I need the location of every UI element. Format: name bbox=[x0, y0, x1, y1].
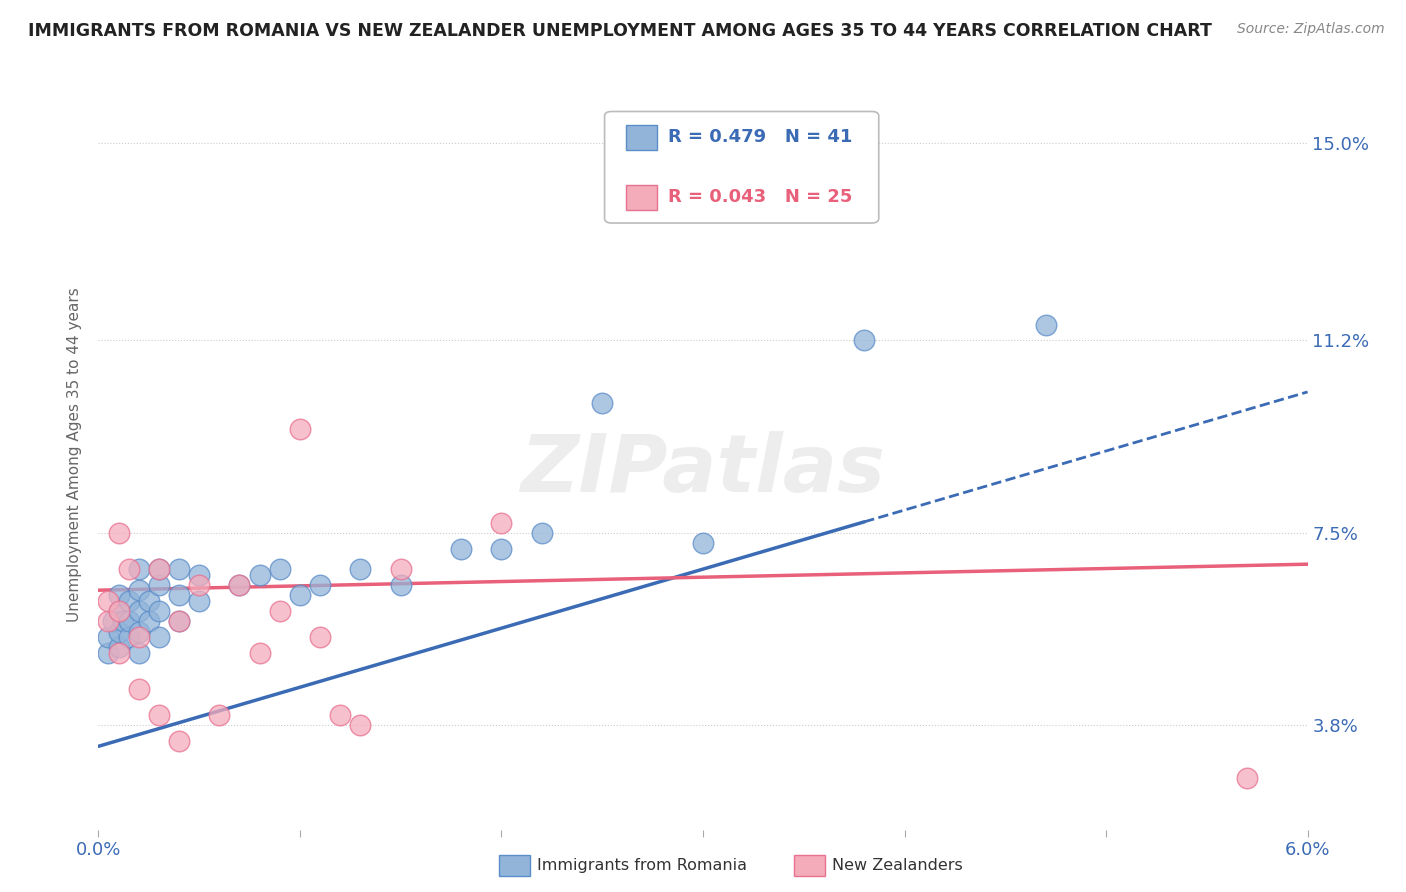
Point bbox=[349, 718, 371, 732]
Point bbox=[249, 567, 271, 582]
Point bbox=[853, 334, 876, 348]
Point bbox=[288, 589, 311, 603]
Text: ZIPatlas: ZIPatlas bbox=[520, 431, 886, 509]
Point bbox=[208, 708, 231, 723]
Point bbox=[249, 646, 271, 660]
Text: R = 0.479   N = 41: R = 0.479 N = 41 bbox=[668, 128, 852, 146]
Point bbox=[107, 604, 129, 618]
Point bbox=[107, 604, 129, 618]
Text: Source: ZipAtlas.com: Source: ZipAtlas.com bbox=[1237, 22, 1385, 37]
Point bbox=[309, 630, 332, 644]
Point bbox=[692, 187, 714, 202]
Point bbox=[530, 526, 553, 541]
Point bbox=[167, 589, 190, 603]
Y-axis label: Unemployment Among Ages 35 to 44 years: Unemployment Among Ages 35 to 44 years bbox=[67, 287, 83, 623]
Point bbox=[118, 630, 141, 644]
Point bbox=[188, 578, 211, 592]
Point bbox=[128, 682, 150, 697]
Point bbox=[97, 646, 120, 660]
Point bbox=[167, 615, 190, 629]
Point bbox=[148, 708, 170, 723]
Point bbox=[128, 604, 150, 618]
Point bbox=[97, 615, 120, 629]
Point bbox=[148, 578, 170, 592]
Point bbox=[309, 578, 332, 592]
Point bbox=[107, 624, 129, 639]
Point bbox=[118, 615, 141, 629]
Point bbox=[128, 562, 150, 576]
Point bbox=[228, 578, 250, 592]
Point bbox=[1236, 771, 1258, 785]
Point bbox=[148, 562, 170, 576]
Point bbox=[128, 624, 150, 639]
Point bbox=[188, 567, 211, 582]
Point bbox=[97, 630, 120, 644]
Point bbox=[269, 604, 291, 618]
Text: IMMIGRANTS FROM ROMANIA VS NEW ZEALANDER UNEMPLOYMENT AMONG AGES 35 TO 44 YEARS : IMMIGRANTS FROM ROMANIA VS NEW ZEALANDER… bbox=[28, 22, 1212, 40]
Point bbox=[591, 396, 613, 410]
Point bbox=[349, 562, 371, 576]
Point bbox=[138, 615, 160, 629]
Point bbox=[148, 630, 170, 644]
Point bbox=[491, 516, 513, 530]
Text: New Zealanders: New Zealanders bbox=[832, 858, 963, 872]
Point bbox=[188, 593, 211, 607]
Text: R = 0.043   N = 25: R = 0.043 N = 25 bbox=[668, 188, 852, 206]
Point bbox=[148, 562, 170, 576]
Point bbox=[128, 630, 150, 644]
Point bbox=[107, 640, 129, 655]
Point bbox=[107, 526, 129, 541]
Point bbox=[107, 646, 129, 660]
Text: Immigrants from Romania: Immigrants from Romania bbox=[537, 858, 747, 872]
Point bbox=[228, 578, 250, 592]
Point bbox=[450, 541, 472, 556]
Point bbox=[329, 708, 352, 723]
Point bbox=[269, 562, 291, 576]
Point bbox=[128, 646, 150, 660]
Point bbox=[288, 422, 311, 436]
Point bbox=[491, 541, 513, 556]
Point bbox=[167, 734, 190, 748]
Point bbox=[148, 604, 170, 618]
Point bbox=[167, 615, 190, 629]
Point bbox=[138, 593, 160, 607]
Point bbox=[389, 562, 412, 576]
Point bbox=[118, 562, 141, 576]
Point bbox=[101, 615, 124, 629]
Point bbox=[389, 578, 412, 592]
Point bbox=[111, 615, 134, 629]
Point bbox=[1035, 318, 1057, 332]
Point bbox=[97, 593, 120, 607]
Point bbox=[167, 562, 190, 576]
Point bbox=[128, 583, 150, 598]
Point bbox=[118, 593, 141, 607]
Point bbox=[107, 589, 129, 603]
Point bbox=[692, 536, 714, 550]
